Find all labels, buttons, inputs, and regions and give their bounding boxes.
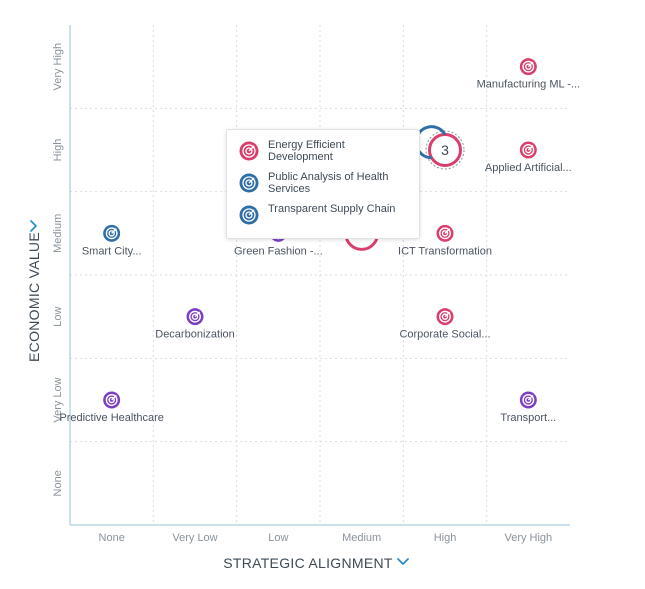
data-point-label: Decarbonization bbox=[155, 329, 235, 341]
cluster-outer-ring bbox=[425, 130, 465, 170]
x-tick-label: None bbox=[99, 532, 125, 544]
target-icon-arrow bbox=[194, 311, 201, 318]
target-icon bbox=[239, 141, 259, 161]
data-point-label: Green Fashion -... bbox=[234, 245, 323, 257]
target-icon-ring bbox=[105, 227, 118, 240]
y-tick-label: High bbox=[52, 139, 64, 162]
tooltip-item-label: Public Analysis of Health Services bbox=[268, 171, 389, 195]
data-point-label: Manufacturing ML -... bbox=[477, 79, 581, 91]
tooltip-item[interactable]: Transparent Supply Chain bbox=[239, 203, 411, 225]
data-point[interactable]: Decarbonization bbox=[155, 308, 235, 341]
data-point-label: Transport... bbox=[500, 412, 556, 424]
data-point[interactable]: Predictive Healthcare bbox=[59, 391, 164, 425]
y-axis-title[interactable]: ECONOMIC VALUE bbox=[26, 232, 42, 362]
axes bbox=[69, 25, 570, 526]
target-icon-arrow bbox=[111, 394, 117, 401]
x-tick-label: Low bbox=[268, 532, 288, 544]
target-icon-ring bbox=[439, 227, 451, 240]
target-icon-ring bbox=[522, 60, 535, 73]
target-icon-ring bbox=[105, 394, 118, 406]
data-point-label: Corporate Social... bbox=[399, 329, 490, 341]
data-point-label: ICT Transformation bbox=[398, 245, 492, 257]
data-point-label: Predictive Healthcare bbox=[59, 412, 164, 424]
target-icon-arrow bbox=[527, 61, 534, 68]
target-icon-arrow bbox=[527, 394, 534, 401]
target-icon-center bbox=[441, 230, 449, 237]
tooltip-item-label: Energy Efficient Development bbox=[268, 139, 345, 163]
x-tick-label: Very High bbox=[504, 532, 552, 544]
data-point[interactable]: Manufacturing ML -... bbox=[477, 58, 581, 91]
target-icon-center bbox=[108, 230, 115, 237]
target-icon-ring bbox=[439, 310, 451, 323]
x-tick-label: Very Low bbox=[172, 532, 217, 544]
data-point[interactable]: Corporate Social... bbox=[399, 308, 491, 341]
target-icon-center bbox=[525, 146, 532, 154]
target-icon-ring bbox=[522, 394, 535, 406]
target-icon-arrow bbox=[527, 144, 534, 151]
cluster-marker[interactable]: 3 bbox=[414, 125, 465, 170]
x-tick-label: High bbox=[434, 532, 457, 544]
y-tick-label: None bbox=[52, 470, 64, 496]
y-tick-label: Medium bbox=[52, 214, 64, 253]
tooltip-item[interactable]: Public Analysis of Health Services bbox=[239, 171, 411, 195]
grid bbox=[70, 25, 570, 525]
target-icon bbox=[239, 173, 259, 193]
target-icon-arrow bbox=[111, 228, 117, 234]
y-tick-label: Very High bbox=[52, 43, 64, 91]
target-icon bbox=[239, 205, 259, 225]
y-tick-label: Very Low bbox=[52, 377, 64, 422]
x-axis-chevron-icon[interactable] bbox=[397, 558, 409, 565]
target-icon-center bbox=[525, 396, 532, 404]
data-point-label: Applied Artificial... bbox=[485, 162, 572, 174]
y-tick-label: Low bbox=[52, 307, 64, 327]
target-icon-center bbox=[191, 313, 199, 320]
y-axis-chevron-icon[interactable] bbox=[30, 220, 37, 232]
data-point[interactable]: Transport... bbox=[500, 391, 556, 425]
cluster-count: 3 bbox=[441, 142, 449, 158]
target-icon-center bbox=[108, 396, 115, 404]
cluster-tooltip: Energy Efficient Development Public Anal… bbox=[226, 129, 420, 239]
data-point[interactable]: ICT Transformation bbox=[398, 224, 492, 257]
x-axis-title[interactable]: STRATEGIC ALIGNMENT bbox=[223, 555, 393, 571]
target-icon-center bbox=[441, 313, 449, 320]
tooltip-item[interactable]: Energy Efficient Development bbox=[239, 139, 411, 163]
data-point[interactable]: Smart City... bbox=[82, 224, 142, 257]
target-icon-arrow bbox=[444, 311, 451, 318]
data-points: Manufacturing ML -... Applied Artificial.… bbox=[59, 58, 580, 424]
x-tick-label: Medium bbox=[342, 532, 381, 544]
target-icon-ring bbox=[522, 144, 535, 156]
tick-labels: None Very Low Low Medium High Very High None Ve… bbox=[52, 43, 552, 544]
target-icon-ring bbox=[189, 310, 201, 323]
data-point[interactable]: Applied Artificial... bbox=[485, 141, 572, 175]
target-icon-arrow bbox=[444, 228, 451, 234]
tooltip-item-label: Transparent Supply Chain bbox=[268, 203, 396, 215]
data-point-label: Smart City... bbox=[82, 245, 142, 257]
target-icon-center bbox=[525, 63, 532, 70]
